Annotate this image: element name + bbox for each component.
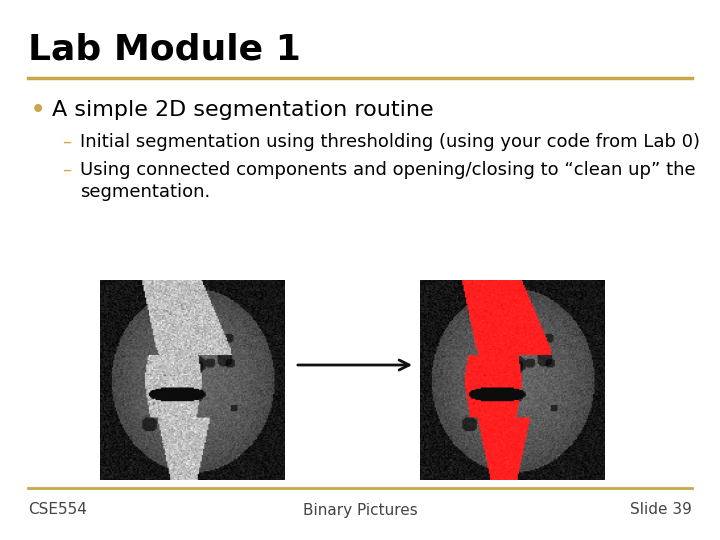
Text: Lab Module 1: Lab Module 1 [28, 33, 301, 67]
Text: A simple 2D segmentation routine: A simple 2D segmentation routine [52, 100, 433, 120]
Text: –: – [62, 133, 71, 151]
Text: •: • [30, 96, 46, 124]
Text: CSE554: CSE554 [28, 503, 87, 517]
Text: Initial segmentation using thresholding (using your code from Lab 0): Initial segmentation using thresholding … [80, 133, 700, 151]
Text: –: – [62, 161, 71, 179]
Text: Slide 39: Slide 39 [630, 503, 692, 517]
Text: segmentation.: segmentation. [80, 183, 210, 201]
Text: Using connected components and opening/closing to “clean up” the: Using connected components and opening/c… [80, 161, 696, 179]
Text: Binary Pictures: Binary Pictures [302, 503, 418, 517]
